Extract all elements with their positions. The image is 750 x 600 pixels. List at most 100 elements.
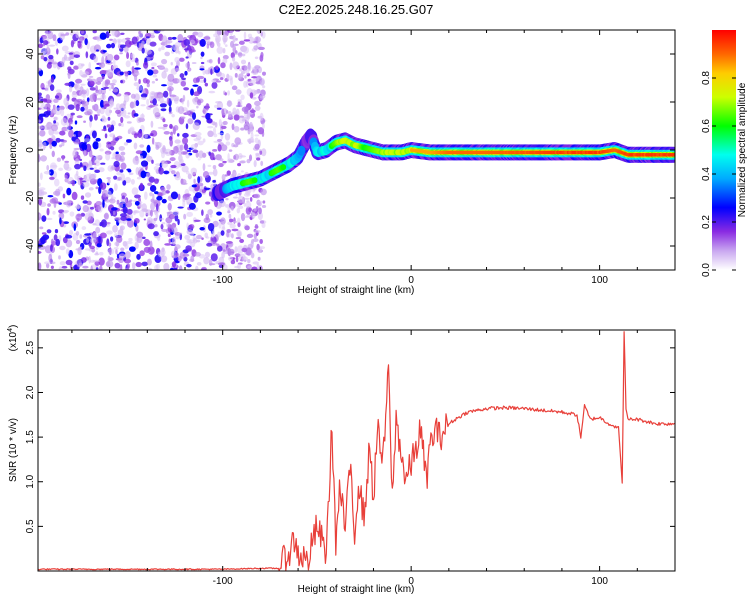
- spectrogram-cell: [107, 127, 113, 133]
- spectrogram-cell: [117, 219, 122, 223]
- spectrogram-cell: [232, 35, 236, 43]
- spectrogram-cell: [89, 94, 96, 102]
- spectrogram-cell: [45, 99, 52, 104]
- spectrogram-cell: [187, 118, 194, 125]
- spectrogram-cell: [253, 89, 262, 94]
- spectrogram-cell: [133, 113, 139, 117]
- spectrogram-cell: [183, 256, 188, 262]
- spectrogram-cell: [167, 223, 172, 228]
- y-tick-label: 1.5: [25, 430, 36, 444]
- spectrogram-cell: [147, 223, 155, 230]
- spectrogram-cell: [160, 108, 167, 112]
- spectrogram-cell: [106, 221, 111, 225]
- spectrogram-cell: [113, 160, 120, 168]
- spectrogram-cell: [56, 157, 62, 162]
- spectrogram-cell: [50, 76, 55, 83]
- spectrogram-cell: [248, 79, 255, 86]
- spectrogram-cell: [227, 207, 232, 211]
- spectrogram-cell: [107, 116, 111, 121]
- spectrogram-cell: [50, 261, 56, 265]
- spectrogram-cell: [171, 261, 177, 268]
- spectrogram-cell: [216, 243, 220, 247]
- spectrogram-cell: [133, 211, 136, 216]
- spectrogram-cell: [96, 76, 104, 83]
- spectrogram-cell: [51, 197, 59, 204]
- spectrogram-cell: [228, 213, 232, 219]
- spectrogram-cell: [38, 187, 46, 191]
- spectrogram-cell: [39, 172, 43, 181]
- spectrogram-cell: [143, 246, 151, 253]
- spectrogram-cell: [52, 34, 57, 42]
- spectrogram-cell: [170, 224, 175, 231]
- spectrogram-cell: [158, 64, 165, 69]
- figure-title: C2E2.2025.248.16.25.G07: [279, 2, 434, 17]
- spectrogram-cell: [254, 105, 261, 111]
- spectrogram-cell: [166, 184, 171, 190]
- spectrogram-cell: [208, 58, 213, 64]
- spectrogram-cell: [120, 216, 127, 222]
- spectrogram-cell: [259, 94, 266, 99]
- spectrogram-cell: [233, 220, 238, 223]
- spectrogram-cell: [194, 192, 202, 199]
- spectrogram-cell: [152, 193, 155, 202]
- spectrogram-cell: [48, 253, 53, 263]
- spectrogram-cell: [104, 133, 108, 139]
- spectrogram-cell: [73, 54, 80, 58]
- spectrogram-cell: [39, 129, 46, 137]
- spectrogram-cell: [145, 153, 150, 162]
- spectrogram-cell: [197, 31, 204, 38]
- spectrogram-cell: [189, 114, 193, 118]
- spectrogram-cell: [156, 195, 163, 201]
- snr-panel: -100 0 100 0.5 1.0 1.5 2.0 2.5 Height of straig…: [7, 325, 676, 595]
- spectrogram-cell: [88, 187, 94, 191]
- spectrogram-cell: [182, 137, 189, 145]
- spectrogram-cell: [85, 51, 89, 59]
- spectrogram-cell: [133, 100, 137, 108]
- spectrogram-cell: [243, 31, 247, 40]
- spectrogram-cell: [212, 165, 217, 170]
- spectrogram-cell: [249, 197, 253, 202]
- spectrogram-cell: [193, 91, 200, 97]
- spectrogram-cell: [112, 88, 119, 93]
- spectrogram-cell: [89, 206, 95, 210]
- spectrogram-cell: [97, 89, 103, 95]
- spectrogram-cell: [182, 199, 186, 208]
- spectrogram-cell: [45, 94, 51, 101]
- spectrogram-cell: [211, 79, 217, 83]
- spectrogram-ylabel: Frequency (Hz): [8, 116, 19, 185]
- spectrogram-cell: [39, 226, 44, 230]
- spectrogram-cell: [65, 200, 72, 208]
- spectrogram-cell: [69, 60, 74, 66]
- spectrogram-cell: [38, 198, 43, 206]
- spectrogram-cell: [120, 32, 125, 35]
- spectrogram-cell: [237, 222, 241, 228]
- spectrogram-cell: [146, 216, 153, 225]
- spectrogram-cell: [206, 43, 210, 49]
- spectrogram-cell: [153, 166, 160, 171]
- spectrogram-cell: [216, 245, 223, 252]
- spectrogram-cell: [122, 206, 128, 214]
- spectrogram-cell: [102, 50, 107, 53]
- spectrogram-cell: [109, 38, 113, 41]
- spectrogram-cell: [166, 97, 170, 105]
- spectrogram-cell: [123, 94, 129, 97]
- spectrogram-cell: [241, 247, 248, 253]
- spectrogram-cell: [91, 154, 95, 163]
- spectrogram-cell: [257, 127, 265, 135]
- spectrogram-cell: [67, 181, 73, 185]
- spectrogram-cell: [220, 134, 224, 140]
- spectrogram-cell: [58, 144, 63, 148]
- spectrogram-cell: [132, 157, 140, 166]
- spectrogram-cell: [145, 37, 151, 45]
- spectrogram-cell: [155, 203, 159, 211]
- spectrogram-cell: [169, 138, 173, 147]
- spectrogram-cell: [81, 142, 88, 151]
- spectrogram-cell: [120, 116, 124, 124]
- spectrogram-cell: [170, 214, 175, 220]
- spectrogram-cell: [200, 61, 205, 65]
- spectrogram-cell: [201, 237, 204, 241]
- spectrogram-cell: [85, 135, 90, 139]
- spectrogram-cell: [209, 41, 215, 49]
- spectrogram-cell: [178, 265, 183, 270]
- spectrogram-cell: [192, 149, 199, 154]
